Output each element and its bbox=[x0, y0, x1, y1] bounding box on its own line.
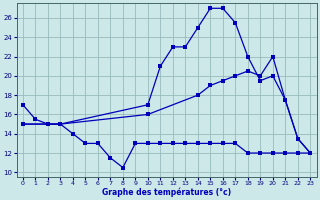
X-axis label: Graphe des températures (°c): Graphe des températures (°c) bbox=[102, 187, 231, 197]
